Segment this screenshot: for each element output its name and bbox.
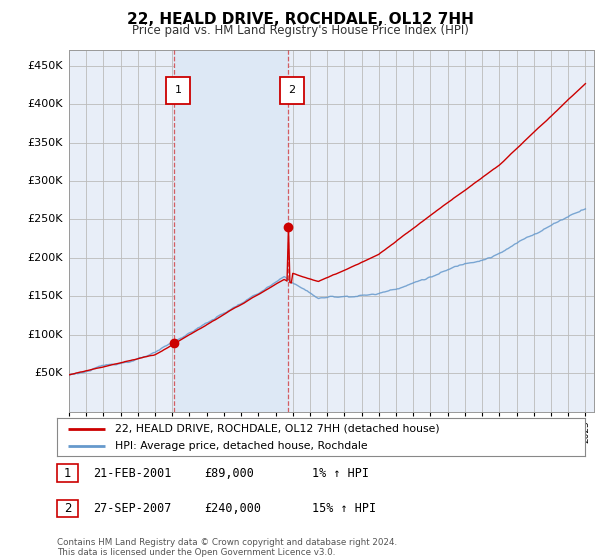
- Text: £89,000: £89,000: [204, 466, 254, 480]
- Text: 1% ↑ HPI: 1% ↑ HPI: [312, 466, 369, 480]
- Text: Price paid vs. HM Land Registry's House Price Index (HPI): Price paid vs. HM Land Registry's House …: [131, 24, 469, 36]
- Text: HPI: Average price, detached house, Rochdale: HPI: Average price, detached house, Roch…: [115, 441, 368, 451]
- Text: Contains HM Land Registry data © Crown copyright and database right 2024.
This d: Contains HM Land Registry data © Crown c…: [57, 538, 397, 557]
- Text: 22, HEALD DRIVE, ROCHDALE, OL12 7HH (detached house): 22, HEALD DRIVE, ROCHDALE, OL12 7HH (det…: [115, 423, 440, 433]
- Bar: [175, 50, 288, 412]
- Text: 15% ↑ HPI: 15% ↑ HPI: [312, 502, 376, 515]
- FancyBboxPatch shape: [166, 77, 190, 104]
- Text: 27-SEP-2007: 27-SEP-2007: [93, 502, 172, 515]
- Text: 2: 2: [288, 85, 295, 95]
- Text: 2: 2: [64, 502, 71, 515]
- Text: £200K: £200K: [27, 253, 63, 263]
- Text: 22, HEALD DRIVE, ROCHDALE, OL12 7HH: 22, HEALD DRIVE, ROCHDALE, OL12 7HH: [127, 12, 473, 27]
- Text: 21-FEB-2001: 21-FEB-2001: [93, 466, 172, 480]
- Text: 1: 1: [64, 466, 71, 480]
- Text: £240,000: £240,000: [204, 502, 261, 515]
- Text: £400K: £400K: [27, 99, 63, 109]
- Text: £300K: £300K: [28, 176, 63, 186]
- Text: £100K: £100K: [28, 330, 63, 340]
- Text: 1: 1: [175, 85, 181, 95]
- Text: £250K: £250K: [27, 214, 63, 225]
- Text: £350K: £350K: [28, 138, 63, 148]
- Text: £450K: £450K: [27, 61, 63, 71]
- FancyBboxPatch shape: [280, 77, 304, 104]
- Text: £50K: £50K: [34, 368, 63, 378]
- Text: £150K: £150K: [28, 291, 63, 301]
